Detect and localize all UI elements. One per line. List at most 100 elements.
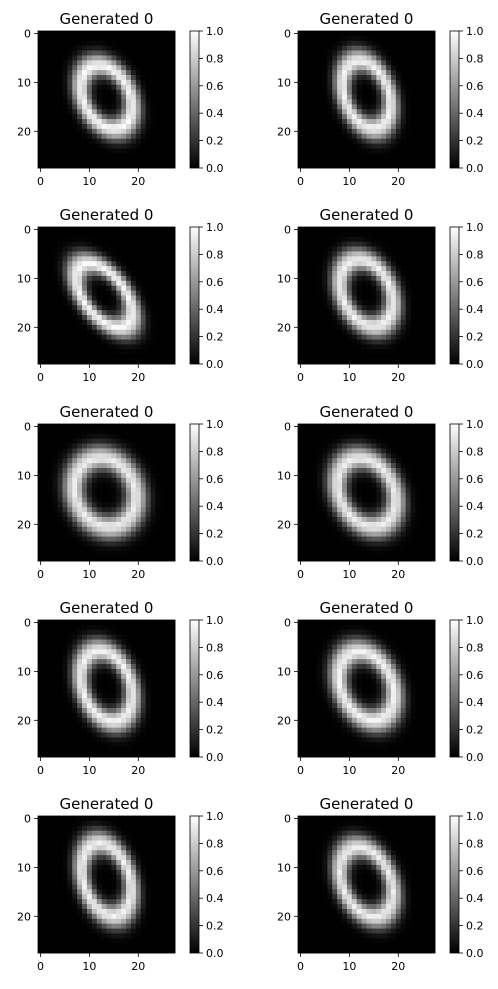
heatmap-cell: [342, 334, 348, 340]
heatmap-cell: [390, 256, 397, 262]
heatmap-cell: [420, 344, 426, 350]
heatmap-cell: [101, 438, 107, 444]
heatmap-cell: [91, 114, 98, 120]
heatmap-cell: [322, 300, 328, 306]
heatmap-cell: [332, 114, 338, 120]
heatmap-cell: [312, 551, 318, 557]
heatmap-cell: [150, 428, 156, 435]
heatmap-cell: [86, 55, 93, 61]
heatmap-cell: [405, 31, 411, 37]
heatmap-cell: [312, 300, 318, 306]
heatmap-cell: [116, 271, 122, 277]
heatmap-cell: [91, 629, 98, 636]
heatmap-cell: [400, 472, 406, 479]
heatmap-cell: [415, 231, 421, 238]
heatmap-cell: [317, 319, 323, 326]
heatmap-cell: [322, 123, 328, 130]
heatmap-cell: [96, 453, 102, 459]
heatmap-cell: [415, 133, 421, 139]
heatmap-cell: [135, 521, 142, 528]
heatmap-cell: [52, 65, 58, 71]
heatmap-cell: [47, 639, 54, 645]
heatmap-cell: [322, 271, 328, 277]
heatmap-cell: [150, 516, 156, 523]
heatmap-cell: [327, 556, 333, 562]
heatmap-cell: [420, 158, 426, 164]
heatmap-cell: [130, 438, 137, 444]
heatmap-cell: [145, 79, 151, 86]
heatmap-cell: [96, 256, 102, 262]
heatmap-cell: [170, 65, 176, 71]
heatmap-cell: [307, 310, 314, 316]
heatmap-cell: [400, 138, 406, 144]
heatmap-cell: [415, 65, 421, 71]
heatmap-cell: [386, 359, 392, 365]
heatmap-cell: [91, 334, 98, 340]
heatmap-cell: [165, 50, 171, 56]
heatmap-cell: [400, 256, 406, 262]
heatmap-cell: [145, 349, 151, 355]
heatmap-cell: [96, 261, 102, 267]
heatmap-cell: [86, 153, 93, 159]
heatmap-cell: [395, 344, 402, 350]
heatmap-cell: [130, 65, 137, 71]
heatmap-cell: [425, 521, 431, 528]
heatmap-cell: [346, 531, 353, 537]
heatmap-cell: [400, 94, 406, 100]
heatmap-cell: [140, 55, 146, 61]
heatmap-cell: [82, 94, 88, 100]
heatmap-cell: [410, 114, 416, 120]
heatmap-cell: [415, 70, 421, 76]
heatmap-cell: [420, 329, 426, 335]
heatmap-cell: [67, 50, 73, 56]
heatmap-cell: [38, 99, 44, 105]
heatmap-cell: [155, 158, 161, 164]
heatmap-cell: [298, 487, 304, 493]
heatmap-cell: [52, 290, 58, 296]
heatmap-cell: [96, 143, 102, 149]
heatmap-cell: [425, 31, 431, 37]
heatmap-cell: [77, 70, 83, 76]
heatmap-cell: [415, 512, 421, 518]
heatmap-cell: [160, 290, 166, 296]
heatmap-cell: [130, 109, 137, 115]
heatmap-cell: [337, 246, 343, 252]
heatmap-cell: [101, 280, 107, 287]
heatmap-cell: [130, 236, 137, 243]
heatmap-cell: [327, 275, 333, 282]
heatmap-cell: [82, 492, 88, 498]
heatmap-cell: [430, 75, 436, 81]
heatmap-cell: [376, 463, 382, 469]
heatmap-cell: [121, 266, 127, 272]
heatmap-cell: [430, 65, 436, 71]
heatmap-cell: [420, 128, 426, 135]
heatmap-cell: [356, 324, 362, 331]
heatmap-cell: [420, 84, 426, 91]
heatmap-cell: [57, 285, 63, 291]
heatmap-cell: [82, 541, 88, 547]
heatmap-cell: [121, 424, 127, 430]
colorbar-tick-label: 0.4: [466, 500, 484, 513]
heatmap-cell: [86, 300, 93, 306]
heatmap-cell: [155, 50, 161, 56]
heatmap-cell: [126, 55, 132, 61]
heatmap-cell: [116, 84, 122, 91]
heatmap-cell: [106, 324, 112, 331]
heatmap-cell: [106, 344, 112, 350]
heatmap-cell: [121, 280, 127, 287]
heatmap-cell: [415, 236, 421, 243]
heatmap-cell: [425, 231, 431, 238]
heatmap-cell: [307, 477, 314, 484]
heatmap-cell: [155, 329, 161, 335]
heatmap-cell: [332, 492, 338, 498]
heatmap-cell: [135, 502, 142, 508]
heatmap-cell: [400, 424, 406, 430]
heatmap-cell: [135, 329, 142, 335]
heatmap-cell: [376, 75, 382, 81]
heatmap-cell: [155, 133, 161, 139]
heatmap-cell: [312, 227, 318, 233]
heatmap-cell: [155, 119, 161, 125]
heatmap-cell: [121, 507, 127, 513]
heatmap-cell: [160, 143, 166, 149]
heatmap-cell: [390, 339, 397, 345]
